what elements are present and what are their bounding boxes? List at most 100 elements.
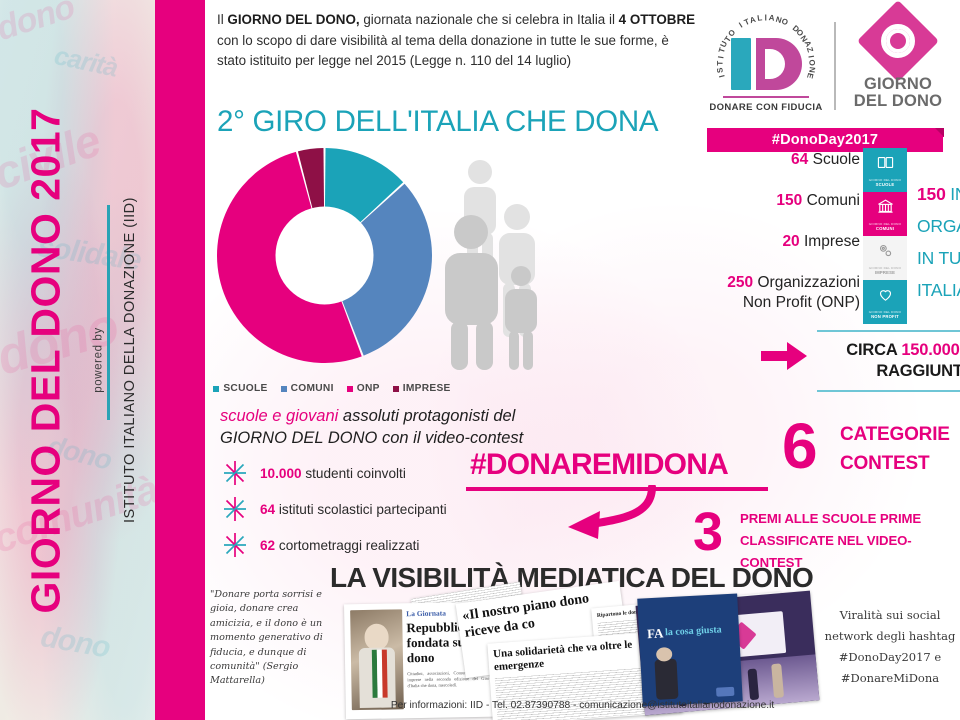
iniziative-line2: ORGANIZZATE	[917, 216, 960, 236]
viralita-text: Viralità sui social network degli hashta…	[824, 608, 956, 685]
iniziative-line1: 150 INIZIATIVE	[917, 178, 960, 210]
bullet-text: 64 istituti scolastici partecipanti	[260, 502, 447, 517]
stat-item: 20 Imprese	[535, 232, 860, 252]
intro-text-c: giornata nazionale che si celebra in Ita…	[359, 12, 619, 27]
stat-number: 64	[791, 151, 809, 168]
donut-chart-legend: SCUOLE COMUNI ONP IMPRESE	[213, 383, 450, 394]
iniziative-word: INIZIATIVE	[950, 184, 960, 204]
iid-rule	[723, 96, 809, 98]
legend-swatch	[346, 385, 353, 392]
asterisk-icon	[222, 532, 248, 558]
bullet-item: 62 cortometraggi realizzati	[222, 527, 522, 563]
circa-pre: CIRCA	[846, 341, 902, 359]
donut-chart-svg	[216, 148, 433, 363]
premi-line2: CLASSIFICATE NEL VIDEO-CONTEST	[740, 533, 912, 570]
legend-item-imprese: IMPRESE	[392, 383, 451, 394]
stat-label: Imprese	[799, 233, 860, 250]
iid-arc-char: I	[764, 13, 768, 23]
category-icon-tiles: GIORNO DEL DONO SCUOLE GIORNO DEL DONO COMU…	[863, 148, 907, 324]
bullet-label: cortometraggi realizzati	[275, 537, 420, 553]
legend-swatch	[280, 385, 287, 392]
banner-powered-by: powered by	[84, 0, 114, 720]
donut-slice-comuni[interactable]	[324, 183, 433, 356]
divider-bottom	[817, 390, 960, 392]
stat-number: 20	[782, 233, 800, 250]
category-tile-imprese[interactable]: GIORNO DEL DONO IMPRESE	[863, 236, 907, 280]
circa-number: 150.000	[901, 341, 960, 359]
intro-text-e: con lo scopo di dare visibilità al tema …	[217, 32, 669, 69]
arrow-right-svg	[761, 342, 807, 370]
legend-item-comuni: COMUNI	[280, 383, 334, 394]
stat-item: 64 Scuole	[535, 150, 860, 170]
building-icon	[877, 198, 894, 220]
legend-item-onp: ONP	[346, 383, 380, 394]
content-area: Il GIORNO DEL DONO, giornata nazionale c…	[205, 0, 960, 720]
banner-organization-text: ISTITUTO ITALIANO DELLA DONAZIONE (IID)	[122, 197, 138, 523]
tile-caption-small: GIORNO DEL DONO	[868, 221, 902, 226]
legend-label: COMUNI	[290, 383, 334, 394]
categorie-number: 6	[782, 410, 818, 482]
bullet-label: istituti scolastici partecipanti	[275, 501, 447, 517]
gears-icon	[877, 242, 894, 264]
stat-line1: 20 Imprese	[535, 232, 860, 252]
gdd-brand-text: GIORNO DEL DONO	[847, 76, 949, 110]
intro-paragraph: Il GIORNO DEL DONO, giornata nazionale c…	[217, 10, 697, 72]
bullet-list: 10.000 studenti coinvolti 64 istituti sco…	[222, 455, 522, 563]
stat-line1: 64 Scuole	[535, 150, 860, 170]
donoday-ribbon: #DonoDay2017	[707, 128, 944, 152]
premi-labels: PREMI ALLE SCUOLE PRIME CLASSIFICATE NEL…	[740, 508, 960, 574]
bullet-number: 62	[260, 537, 276, 553]
mattarella-quote: "Donare porta sorrisi e gioia, donare cr…	[210, 589, 323, 687]
categorie-line2: CONTEST	[840, 453, 930, 474]
category-tile-non-profit[interactable]: GIORNO DEL DONO NON PROFIT	[863, 280, 907, 324]
circa-line1: CIRCA 150.000 CITTADINI ITALIANI	[815, 340, 960, 361]
iid-letter-d	[755, 38, 802, 90]
scuole-giovani-rest: assoluti protagonisti del	[338, 407, 516, 425]
tile-caption: SCUOLE	[875, 181, 895, 187]
iniziative-block: 150 INIZIATIVE ORGANIZZATE IN TUTTA ITAL…	[917, 178, 960, 306]
banner-title-text: GIORNO DEL DONO 2017	[22, 107, 69, 613]
legend-label: IMPRESE	[402, 383, 451, 394]
legend-label: SCUOLE	[223, 383, 268, 394]
categorie-line1: CATEGORIE	[840, 424, 950, 445]
person-front-icon	[445, 215, 498, 370]
intro-text-b: GIORNO DEL DONO,	[227, 12, 360, 27]
clipping-f-label1: FA	[646, 625, 664, 642]
people-silhouettes-svg	[445, 160, 537, 370]
premi-number: 3	[693, 502, 724, 562]
iniziative-line3: IN TUTTA ITALIA	[917, 248, 960, 300]
donut-chart	[216, 148, 433, 363]
bullet-item: 10.000 studenti coinvolti	[222, 455, 522, 491]
legend-item-scuole: SCUOLE	[213, 383, 267, 394]
bullet-number: 64	[260, 501, 276, 517]
bullet-number: 10.000	[260, 465, 302, 481]
category-tile-comuni[interactable]: GIORNO DEL DONO COMUNI	[863, 192, 907, 236]
footer-contact: Per informazioni: IID - Tel. 02.87390788…	[390, 700, 775, 711]
heart-icon	[877, 286, 894, 308]
asterisk-icon	[222, 460, 248, 486]
category-tile-scuole[interactable]: GIORNO DEL DONO SCUOLE	[863, 148, 907, 192]
person-small-icon	[505, 266, 537, 370]
hashtag-donaremidona: #DONAREMIDONA	[470, 448, 729, 481]
arrow-right-icon	[761, 342, 807, 370]
stat-item: 250 Organizzazioni Non Profit (ONP)	[535, 273, 860, 313]
stat-line1: 250 Organizzazioni	[535, 273, 860, 293]
stat-label: Comuni	[802, 192, 860, 209]
legend-swatch	[392, 385, 399, 392]
left-banner: dono carità civile solidale dono dono comunità…	[0, 0, 155, 720]
scuole-giovani-line2: GIORNO DEL DONO con il video-contest	[220, 429, 524, 447]
book-icon	[877, 154, 894, 176]
categorie-labels: CATEGORIE CONTEST	[840, 420, 960, 478]
circa-block: CIRCA 150.000 CITTADINI ITALIANI RAGGIUN…	[815, 340, 960, 382]
legend-swatch	[213, 385, 220, 392]
intro-text-a: Il	[217, 12, 228, 27]
scuole-giovani-text: scuole e giovani assoluti protagonisti d…	[220, 405, 550, 449]
legend-label: ONP	[356, 383, 380, 394]
stat-label: Scuole	[808, 151, 860, 168]
gdd-diamond-icon	[856, 0, 940, 83]
gdd-brand-line1: GIORNO	[863, 75, 933, 93]
bullet-item: 64 istituti scolastici partecipanti	[222, 491, 522, 527]
